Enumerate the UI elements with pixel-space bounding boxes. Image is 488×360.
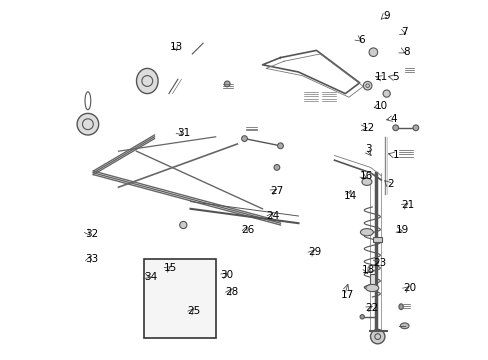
Bar (372, 237, 382, 242)
Text: 33: 33 (85, 254, 98, 264)
Text: 13: 13 (169, 42, 183, 52)
Bar (369, 274, 374, 288)
Ellipse shape (398, 304, 403, 310)
Bar (143, 259, 215, 338)
Text: 20: 20 (403, 283, 416, 293)
Ellipse shape (412, 125, 418, 131)
Ellipse shape (392, 125, 398, 131)
Ellipse shape (166, 289, 193, 316)
Text: 23: 23 (372, 258, 386, 268)
Text: 8: 8 (403, 47, 409, 57)
Ellipse shape (241, 136, 247, 141)
Text: 30: 30 (220, 270, 233, 280)
Text: 26: 26 (241, 225, 254, 235)
Ellipse shape (277, 143, 283, 149)
Text: 11: 11 (374, 72, 387, 82)
Text: 25: 25 (187, 306, 200, 316)
Ellipse shape (363, 81, 371, 90)
Text: 29: 29 (307, 247, 321, 257)
Ellipse shape (361, 178, 371, 185)
Text: 3: 3 (365, 144, 371, 154)
Ellipse shape (400, 323, 408, 329)
Text: 6: 6 (357, 35, 364, 45)
Ellipse shape (224, 81, 230, 87)
Ellipse shape (370, 329, 384, 344)
Ellipse shape (382, 90, 389, 97)
Text: 28: 28 (225, 287, 238, 297)
Text: 15: 15 (164, 263, 177, 273)
Text: 17: 17 (340, 290, 353, 300)
Text: 24: 24 (266, 211, 279, 221)
Text: 22: 22 (365, 303, 378, 313)
Ellipse shape (273, 165, 279, 170)
Text: 12: 12 (361, 123, 375, 133)
Ellipse shape (179, 221, 186, 229)
Text: 1: 1 (391, 150, 398, 160)
Text: 34: 34 (144, 272, 157, 282)
Text: 7: 7 (401, 27, 407, 37)
Text: 18: 18 (361, 265, 375, 275)
Text: 21: 21 (401, 200, 414, 210)
Text: 2: 2 (386, 179, 393, 189)
Text: 16: 16 (360, 171, 373, 181)
Text: 9: 9 (383, 11, 389, 21)
Text: 14: 14 (344, 191, 357, 201)
Text: 5: 5 (391, 72, 398, 82)
Text: 4: 4 (390, 114, 396, 124)
Ellipse shape (177, 324, 182, 331)
Ellipse shape (360, 229, 373, 236)
Text: 31: 31 (176, 128, 189, 138)
Text: 10: 10 (374, 101, 387, 111)
Ellipse shape (359, 315, 364, 319)
Text: 32: 32 (85, 229, 98, 239)
Text: 19: 19 (395, 225, 408, 235)
Ellipse shape (365, 284, 378, 292)
Text: 27: 27 (270, 186, 283, 196)
Ellipse shape (77, 113, 99, 135)
Ellipse shape (368, 48, 377, 57)
Ellipse shape (136, 68, 158, 94)
